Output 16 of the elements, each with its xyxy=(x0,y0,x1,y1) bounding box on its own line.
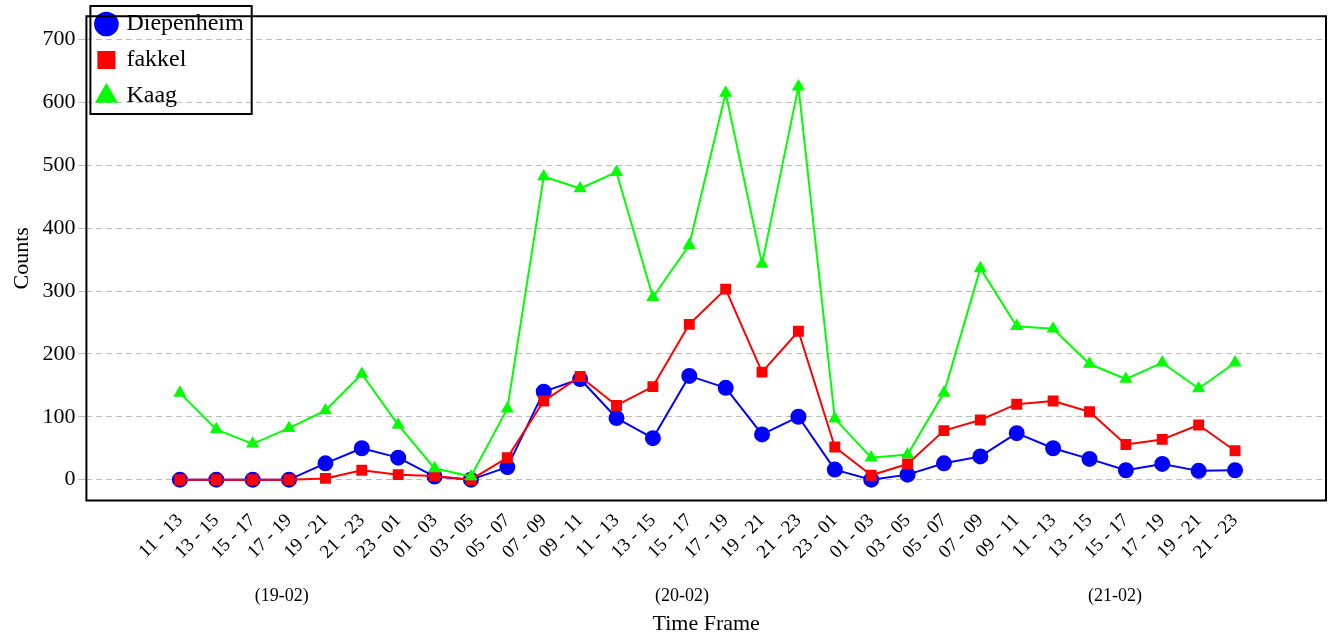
text: (19-02) xyxy=(254,585,309,606)
text: (21-02) xyxy=(1087,585,1142,606)
y-tick-label: 500 xyxy=(42,151,76,177)
y-tick-label: 600 xyxy=(42,88,76,114)
y-tick-label: 400 xyxy=(42,213,76,239)
legend-label: Kaag xyxy=(126,81,178,108)
y-axis-title: Counts xyxy=(7,227,33,290)
legend-label: fakkel xyxy=(126,45,187,72)
y-tick-label: 300 xyxy=(42,276,76,302)
y-tick-label: 200 xyxy=(42,339,76,365)
x-axis-title: Time Frame xyxy=(652,609,760,635)
text: (20-02) xyxy=(655,585,709,606)
y-tick-label: 100 xyxy=(42,402,76,428)
legend-label: Diepenheim xyxy=(126,9,245,36)
y-tick-label: 0 xyxy=(64,465,76,491)
y-tick-label: 700 xyxy=(42,25,76,51)
